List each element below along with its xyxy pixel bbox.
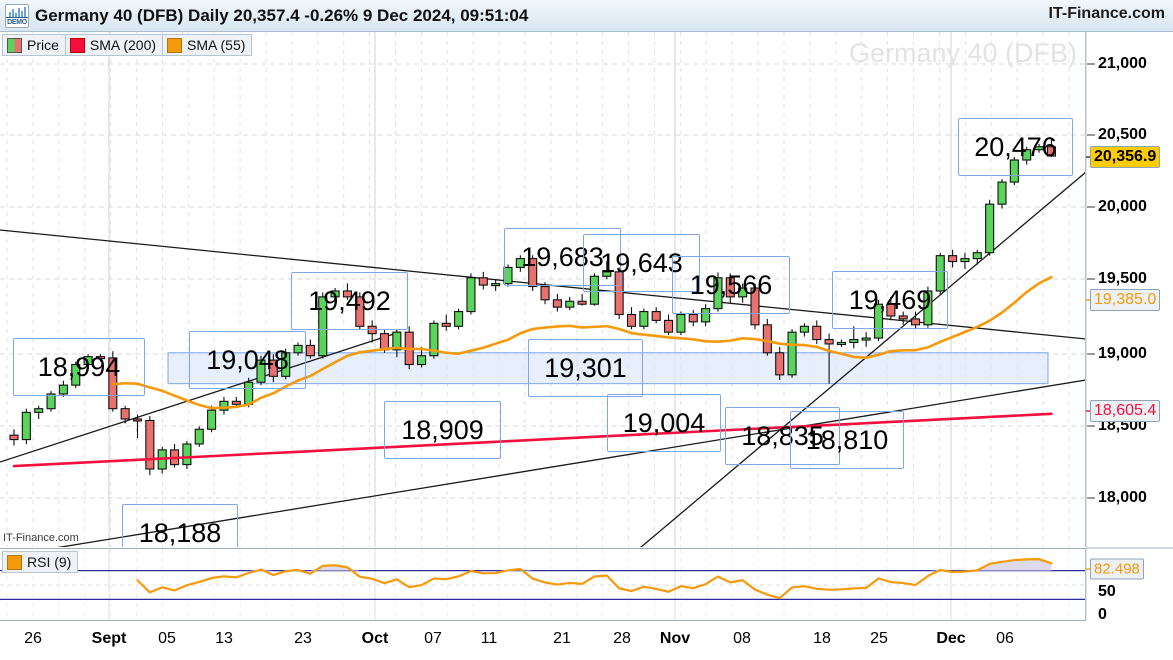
legend-item-sma-55[interactable]: SMA (55): [162, 34, 253, 56]
callout-18188-label: 18,188: [138, 517, 222, 548]
rsi-tick-50: 50: [1098, 583, 1116, 600]
time-tick-21: 21: [553, 630, 571, 647]
callout-19492-label: 19,492: [308, 285, 391, 316]
price-tick-19500: 19,500: [1098, 270, 1147, 287]
price-tick-20000: 20,000: [1098, 198, 1147, 215]
rsi-line-svg: [0, 549, 1085, 620]
time-tick-07: 07: [424, 630, 442, 647]
price-axis[interactable]: 21,000 20,500 20,000 19,500 19,000 18,500 18,0…: [1086, 32, 1173, 620]
legend-label-sma-55: SMA (55): [187, 37, 246, 53]
price-tick-18000: 18,000: [1098, 489, 1147, 506]
time-tick-18: 18: [813, 630, 831, 647]
callout-18994-label: 18,994: [37, 351, 121, 382]
callout-18188[interactable]: 18,188: [122, 504, 238, 547]
callout-19643[interactable]: 19,643: [583, 234, 700, 292]
legend-item-rsi[interactable]: RSI (9): [2, 551, 79, 573]
legend-item-sma-200[interactable]: SMA (200): [64, 34, 164, 56]
callout-19301-label: 19,301: [544, 352, 627, 383]
callout-18835-label: 18,835: [741, 420, 824, 451]
callout-19683-label: 19,683: [521, 241, 604, 272]
callout-19301[interactable]: 19,301: [528, 339, 643, 397]
time-tick-06: 06: [996, 630, 1014, 647]
callout-19469[interactable]: 19,469: [832, 271, 948, 329]
legend-label-price: Price: [27, 37, 59, 53]
rsi-legend: RSI (9): [2, 551, 79, 573]
time-tick-28: 28: [613, 630, 631, 647]
rsi-panel[interactable]: RSI (9): [0, 548, 1086, 620]
time-tick-sept: Sept: [91, 630, 127, 647]
rsi-swatch-icon: [7, 554, 22, 570]
series-legend: Price SMA (200) SMA (55): [2, 34, 253, 56]
time-tick-nov: Nov: [659, 630, 691, 647]
callout-18835[interactable]: 18,835: [725, 407, 840, 465]
time-tick-13: 13: [215, 630, 233, 647]
sma55-swatch-icon: [167, 37, 183, 53]
demo-badge-label: DEMO: [6, 16, 28, 26]
callout-20476[interactable]: 20,476: [958, 118, 1073, 176]
rsi-tick-0: 0: [1098, 606, 1107, 620]
time-tick-oct: Oct: [361, 630, 389, 647]
axis-ticks-svg: [1086, 32, 1173, 620]
chart-mini-brand: IT-Finance.com: [3, 532, 79, 544]
time-axis[interactable]: 26 Sept 05 13 23 Oct 07 11 21 28 Nov 08 18 25 Dec 06: [0, 620, 1086, 660]
time-tick-25: 25: [870, 630, 888, 647]
callout-19469-label: 19,469: [848, 284, 932, 315]
callout-18909-label: 18,909: [401, 414, 484, 445]
callout-18994[interactable]: 18,994: [13, 338, 145, 396]
price-plot-area[interactable]: Germany 40 (DFB) IT-Finance.com 18,994 19…: [0, 32, 1086, 547]
time-tick-23: 23: [294, 630, 312, 647]
callout-19683[interactable]: 19,683: [504, 228, 621, 286]
callout-19492[interactable]: 19,492: [291, 272, 408, 330]
callout-19004-label: 19,004: [622, 407, 706, 438]
callout-18909[interactable]: 18,909: [384, 401, 501, 459]
instrument-title: Germany 40 (DFB) Daily 20,357.4 -0.26% 9…: [35, 5, 529, 25]
callout-18810[interactable]: 18,810: [790, 411, 904, 469]
sma200-tag[interactable]: 18,605.4: [1090, 400, 1161, 422]
time-tick-26: 26: [24, 630, 42, 647]
callout-20476-label: 20,476: [974, 131, 1057, 162]
time-tick-11: 11: [480, 630, 498, 647]
callout-19566[interactable]: 19,566: [672, 256, 790, 314]
sma200-swatch-icon: [69, 37, 85, 53]
demo-account-icon: DEMO: [5, 3, 29, 28]
price-tick-20500: 20,500: [1098, 126, 1147, 143]
price-tick-21000: 21,000: [1098, 55, 1147, 72]
legend-label-rsi: RSI (9): [27, 554, 72, 570]
sma55-tag[interactable]: 19,385.0: [1090, 289, 1161, 311]
title-bar: DEMO Germany 40 (DFB) Daily 20,357.4 -0.…: [0, 0, 1173, 32]
price-swatch-icon: [7, 37, 22, 53]
callout-19643-label: 19,643: [600, 247, 683, 278]
legend-label-sma-200: SMA (200): [89, 37, 157, 53]
time-tick-05: 05: [158, 630, 176, 647]
rsi-value-tag[interactable]: 82.498: [1090, 558, 1144, 580]
brand-logo: IT-Finance.com: [1048, 5, 1165, 22]
price-tick-19000: 19,000: [1098, 345, 1147, 362]
callout-19048[interactable]: 19,048: [189, 331, 306, 389]
callout-19048-label: 19,048: [206, 344, 289, 375]
callout-18810-label: 18,810: [805, 424, 889, 455]
last-price-tag[interactable]: 20,356.9: [1090, 146, 1161, 168]
time-tick-dec: Dec: [936, 630, 966, 647]
callout-19004[interactable]: 19,004: [607, 394, 721, 452]
legend-item-price[interactable]: Price: [2, 34, 66, 56]
time-tick-08: 08: [733, 630, 751, 647]
callout-19566-label: 19,566: [689, 269, 773, 300]
price-candlestick-svg: [0, 32, 1085, 547]
